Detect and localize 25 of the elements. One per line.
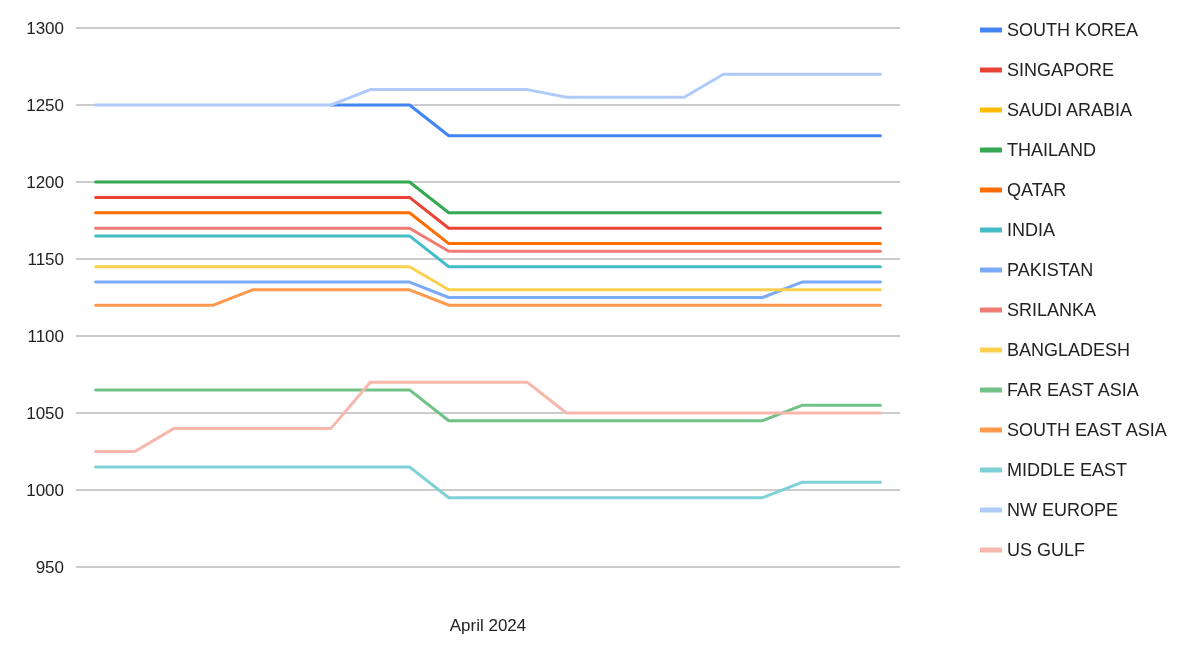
y-tick-label: 1000 [26,480,64,500]
y-tick-label: 1200 [26,172,64,192]
legend-label: US GULF [1006,540,1085,560]
legend-label: FAR EAST ASIA [1006,380,1139,400]
legend-label: SAUDI ARABIA [1006,100,1133,120]
legend-label: SINGAPORE [1006,60,1114,80]
legend-label: BANGLADESH [1006,340,1131,360]
legend-label: PAKISTAN [1006,260,1094,280]
y-tick-label: 1300 [26,18,64,38]
line-series [94,380,882,453]
x-axis-title: April 2024 [449,616,527,635]
legend-label: QATAR [1006,180,1067,200]
y-tick-label: 950 [35,557,64,577]
legend-label: SRILANKA [1006,300,1097,320]
legend-label: SOUTH KOREA [1006,20,1138,40]
legend-label: INDIA [1006,220,1055,240]
legend-label: SOUTH EAST ASIA [1006,420,1167,440]
line-series [94,72,882,107]
legend-label: THAILAND [1006,140,1096,160]
legend-label: NW EUROPE [1006,500,1118,520]
legend-label: MIDDLE EAST [1006,460,1127,480]
y-tick-label: 1050 [26,403,64,423]
y-tick-label: 1150 [27,249,64,269]
y-tick-label: 1100 [27,326,64,346]
y-tick-label: 1250 [26,95,64,115]
